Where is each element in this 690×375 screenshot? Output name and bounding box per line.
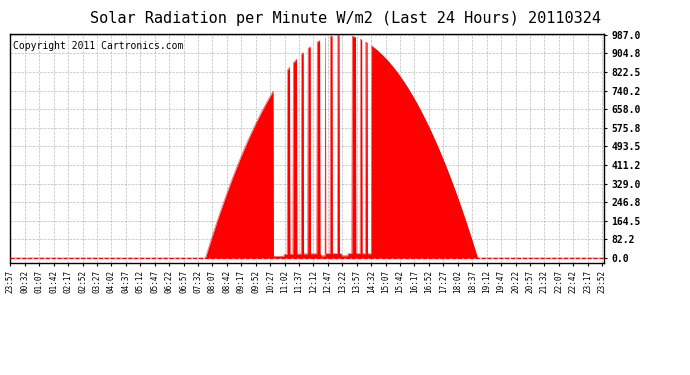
Text: Copyright 2011 Cartronics.com: Copyright 2011 Cartronics.com [13,40,184,51]
Text: Solar Radiation per Minute W/m2 (Last 24 Hours) 20110324: Solar Radiation per Minute W/m2 (Last 24… [90,11,600,26]
